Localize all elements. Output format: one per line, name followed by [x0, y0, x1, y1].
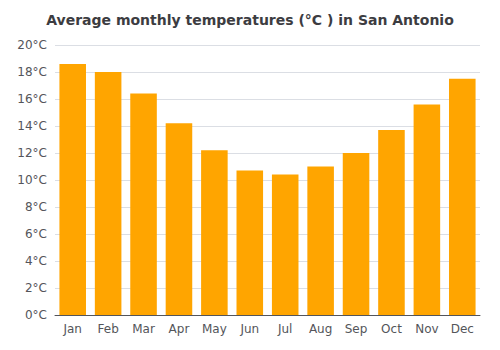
svg-text:8°C: 8°C: [25, 200, 47, 214]
svg-text:18°C: 18°C: [17, 65, 47, 79]
svg-text:4°C: 4°C: [25, 254, 47, 268]
svg-text:Feb: Feb: [98, 322, 119, 336]
svg-text:Jul: Jul: [277, 322, 292, 336]
svg-text:Aug: Aug: [309, 322, 332, 336]
svg-text:Average monthly temperatures (: Average monthly temperatures (°C ) in Sa…: [46, 12, 454, 28]
svg-text:Mar: Mar: [132, 322, 155, 336]
svg-text:16°C: 16°C: [17, 92, 47, 106]
svg-text:Sep: Sep: [345, 322, 368, 336]
svg-text:14°C: 14°C: [17, 119, 47, 133]
svg-text:2°C: 2°C: [25, 281, 47, 295]
svg-text:6°C: 6°C: [25, 227, 47, 241]
svg-text:Oct: Oct: [381, 322, 402, 336]
svg-text:20°C: 20°C: [17, 38, 47, 52]
svg-text:Jan: Jan: [62, 322, 82, 336]
svg-text:12°C: 12°C: [17, 146, 47, 160]
svg-text:0°C: 0°C: [25, 308, 47, 322]
svg-text:Jun: Jun: [239, 322, 259, 336]
svg-text:Apr: Apr: [169, 322, 190, 336]
svg-text:Dec: Dec: [451, 322, 474, 336]
svg-text:Nov: Nov: [415, 322, 438, 336]
svg-text:10°C: 10°C: [17, 173, 47, 187]
svg-text:May: May: [202, 322, 227, 336]
